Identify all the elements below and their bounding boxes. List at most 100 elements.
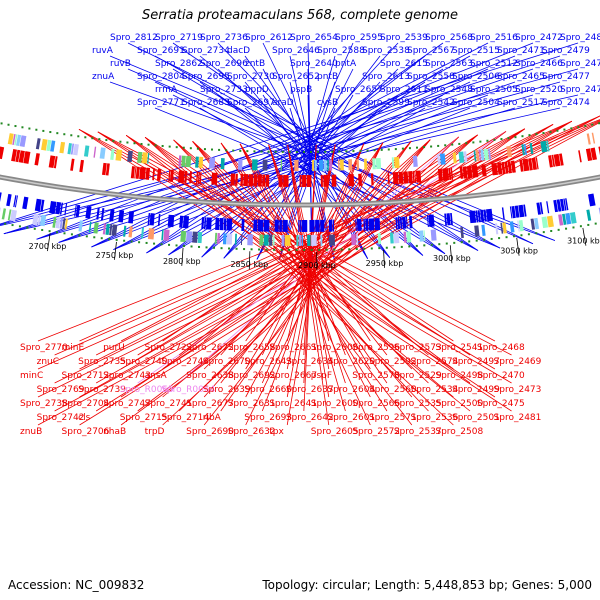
gene-feature [78, 220, 83, 232]
tick-dot [108, 238, 111, 241]
gene-feature [394, 156, 400, 169]
gene-feature [253, 219, 258, 232]
tick-dot [507, 137, 510, 140]
kbp-tick-label: 2750 kbp [96, 251, 134, 260]
gene-feature [534, 217, 540, 230]
gene-feature [70, 143, 75, 155]
leader-line [239, 143, 371, 426]
gene-label: Spro_2517 [497, 98, 545, 108]
tick-dot [378, 247, 381, 250]
tick-dot [161, 144, 164, 147]
tick-dot [145, 241, 148, 244]
gene-feature [197, 231, 203, 244]
gene-feature [64, 218, 68, 230]
tick-dot [338, 150, 341, 153]
gene-label: Spro_2661 [269, 343, 317, 353]
tick-dot [514, 136, 517, 139]
gene-feature [199, 171, 202, 184]
gene-feature [7, 133, 14, 145]
tick-dot [288, 150, 291, 153]
gene-feature [553, 153, 561, 167]
gene-feature [235, 173, 238, 186]
gene-label: Spro_2719 [155, 33, 203, 43]
kbp-tick-mark [383, 249, 385, 268]
gene-feature [13, 195, 17, 208]
tick-dot [445, 242, 448, 245]
gene-label: cls [78, 413, 90, 423]
gene-feature [469, 210, 477, 224]
tick-dot [112, 139, 115, 142]
gene-feature [500, 222, 504, 234]
tick-dot [130, 240, 133, 243]
tick-dot [250, 248, 253, 251]
gene-feature [541, 216, 549, 229]
kbp-tick-label: 2950 kbp [366, 259, 404, 268]
gene-feature [412, 155, 418, 167]
gene-feature [73, 143, 79, 156]
leader-line [78, 128, 512, 384]
gene-label: Spro_2572 [352, 427, 400, 437]
tick-dot [218, 148, 221, 151]
tick-dot [232, 149, 235, 152]
tick-dot [572, 226, 575, 229]
gene-label: Spro_2712 [62, 371, 110, 381]
gene-feature [302, 174, 307, 187]
tick-dot [598, 122, 600, 125]
gene-feature [15, 149, 21, 163]
leader-line [91, 94, 489, 248]
gene-feature [412, 170, 415, 183]
gene-feature [408, 216, 413, 229]
gene-label: zntB [245, 59, 265, 69]
tick-dot [317, 150, 320, 153]
gene-feature [220, 158, 225, 170]
tick-dot [303, 248, 306, 251]
gene-label: ruvB [110, 59, 131, 69]
gene-feature [139, 166, 146, 180]
forward-cog-track [0, 207, 600, 246]
gene-feature [320, 174, 323, 187]
gene-feature [393, 232, 400, 244]
gene-label: Spro_2691 [137, 46, 185, 56]
gene-feature [437, 168, 443, 181]
gene-feature [501, 207, 505, 220]
gene-label: Spro_2476 [560, 85, 600, 95]
leader-line [109, 55, 556, 241]
gene-label: Spro_2520 [515, 85, 563, 95]
leader-line [78, 128, 512, 356]
tick-dot [93, 236, 96, 239]
gene-feature [355, 219, 357, 232]
gene-label: Spro_2592 [369, 357, 417, 367]
leader-line [287, 144, 330, 398]
tick-dot [153, 242, 156, 245]
tick-dot [126, 141, 129, 144]
tick-dot [483, 238, 486, 241]
gene-label: minC [20, 371, 43, 381]
gene-feature [483, 209, 487, 222]
tick-dot [48, 230, 51, 233]
gene-label: Spro_2733 [200, 85, 248, 95]
gene-label: Spro_2601 [327, 413, 375, 423]
tick-dot [393, 246, 396, 249]
tick-dot [280, 248, 283, 251]
gene-feature [402, 216, 407, 229]
tick-dot [542, 132, 545, 135]
gene-label: Spro_2672 [186, 343, 234, 353]
tick-dot [258, 248, 261, 251]
gene-label: Spro_2735 [78, 357, 126, 367]
tick-dot [359, 149, 362, 152]
gene-label: Spro_2480 [560, 33, 600, 43]
tick-dot [528, 134, 531, 137]
gene-feature [41, 138, 48, 151]
gene-feature [481, 224, 486, 236]
gene-feature [507, 161, 512, 174]
gene-label: Spro_2862 [155, 59, 203, 69]
gene-label: Spro_2604 [327, 385, 375, 395]
gene-feature [518, 219, 524, 232]
gene-label: Spro_2613 [362, 72, 410, 82]
tick-dot [535, 232, 538, 235]
leader-line [256, 68, 354, 260]
gene-label: Spro_2812 [110, 33, 158, 43]
gene-label: Spro_2690 [186, 427, 234, 437]
